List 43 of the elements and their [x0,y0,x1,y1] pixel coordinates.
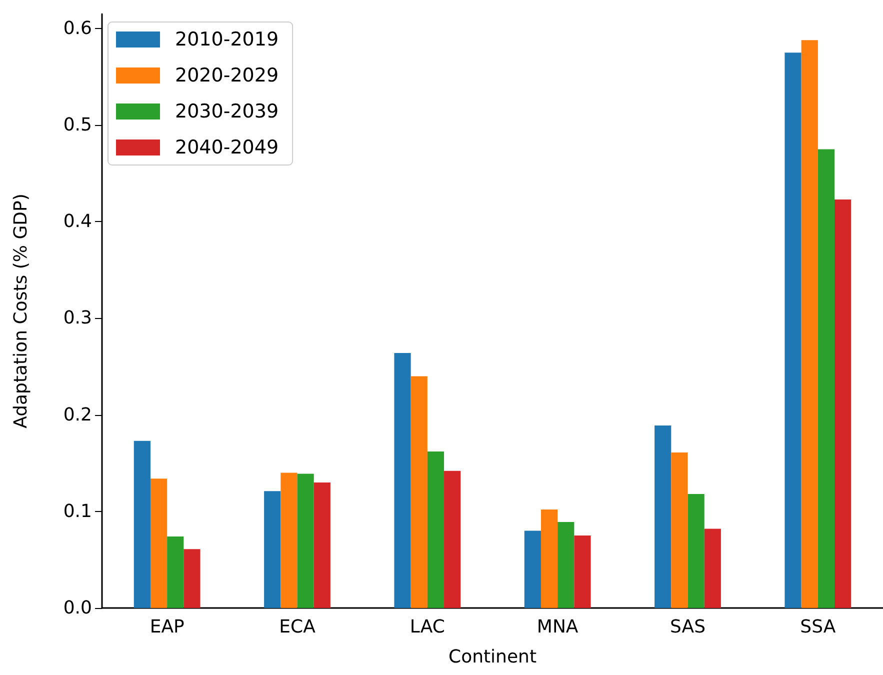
bar [150,478,168,608]
bar [184,549,200,608]
bar [654,425,672,608]
legend-label: 2030-2039 [175,100,279,122]
bar [444,470,461,608]
bar [314,482,330,608]
bar [394,353,411,608]
bar [688,494,704,608]
bar [574,536,591,608]
y-tick-label: 0.5 [63,114,92,136]
y-tick-label: 0.4 [63,211,92,232]
y-tick-label: 0.0 [63,598,92,618]
bar [540,509,558,608]
bar [834,199,852,608]
legend-label: 2020-2029 [175,64,279,86]
y-tick-label: 0.6 [63,18,92,39]
bar [784,52,802,608]
bar [427,452,444,608]
legend-label: 2010-2019 [175,28,279,50]
bar [410,376,428,608]
legend-label: 2040-2049 [175,136,279,158]
bar [558,522,574,608]
x-tick-label: SAS [670,616,706,638]
bar [818,149,835,608]
y-tick-label: 0.1 [63,500,92,522]
y-axis-title: Adaptation Costs (% GDP) [10,194,32,428]
bar [524,530,541,608]
y-tick-label: 0.2 [63,404,92,426]
bar [801,40,818,608]
x-tick-label: ECA [279,616,316,638]
x-tick-label: LAC [410,616,445,638]
bar [167,536,184,608]
x-axis-title: Continent [448,646,536,668]
bar [297,474,314,608]
x-tick-label: EAP [150,616,184,638]
bar [704,528,721,608]
y-tick-label: 0.3 [63,308,92,329]
x-tick-label: MNA [536,616,579,638]
x-tick-label: SSA [800,616,836,638]
bar [264,491,281,608]
bar [134,440,150,608]
bar [671,452,688,608]
bar [280,472,298,608]
